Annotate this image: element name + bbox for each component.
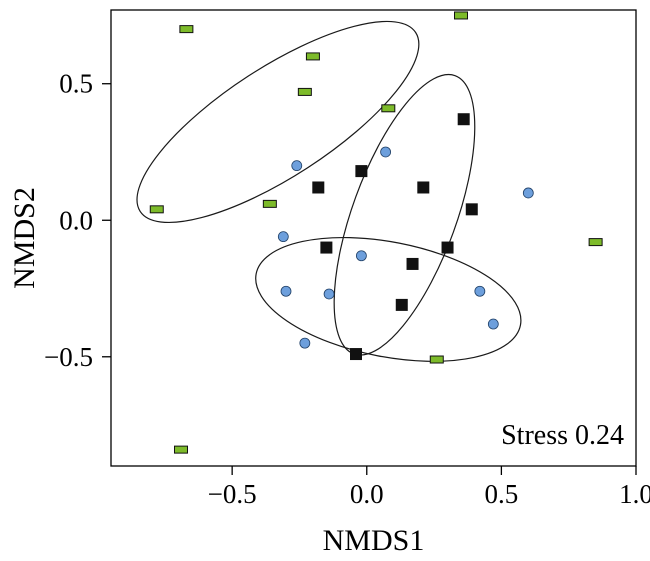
point-circle-1 (291, 160, 303, 172)
point-square-5 (465, 203, 478, 216)
point-rect-horizontal-6 (149, 205, 164, 214)
plot-frame (110, 9, 637, 467)
x-tick-label: 0.0 (350, 479, 384, 509)
point-circle-6 (280, 285, 292, 297)
x-tick-label: 0.5 (485, 479, 519, 509)
x-axis-title: NMDS1 (323, 524, 425, 557)
point-circle-7 (323, 288, 335, 300)
point-square-7 (441, 241, 454, 254)
point-rect-horizontal-8 (588, 238, 603, 247)
point-circle-2 (380, 146, 392, 158)
group-ellipse-1 (136, 20, 420, 224)
point-circle-8 (474, 285, 486, 297)
stress-annotation: Stress 0.24 (501, 420, 624, 451)
x-axis: −0.5 0.0 0.5 1.0 (208, 466, 650, 509)
point-circle-9 (487, 318, 499, 330)
point-square-8 (406, 257, 419, 270)
point-rect-horizontal-1 (179, 25, 194, 34)
point-rect-horizontal-3 (305, 52, 320, 61)
point-circle-5 (355, 250, 367, 262)
point-rect-horizontal-7 (262, 199, 277, 208)
point-square-4 (417, 181, 430, 194)
y-tick-label: −0.5 (44, 342, 93, 372)
point-circle-4 (277, 231, 289, 243)
point-rect-horizontal-9 (429, 355, 444, 364)
point-circle-10 (299, 337, 311, 349)
y-axis-title: NMDS2 (8, 187, 41, 289)
points-layer (149, 11, 603, 454)
point-square-3 (312, 181, 325, 194)
x-tick-label: 1.0 (619, 479, 650, 509)
point-rect-horizontal-2 (454, 11, 468, 20)
point-rect-horizontal-10 (174, 445, 188, 454)
point-square-6 (320, 241, 333, 254)
group-ellipse-3 (255, 236, 522, 362)
point-square-2 (355, 165, 368, 178)
point-rect-horizontal-4 (297, 87, 312, 96)
point-square-1 (457, 113, 470, 126)
ellipse-layer (136, 20, 522, 362)
y-tick-label: 0.0 (59, 205, 93, 235)
y-tick-label: 0.5 (59, 69, 93, 99)
point-square-10 (350, 348, 362, 361)
y-axis: −0.5 0.0 0.5 (44, 69, 111, 372)
point-rect-horizontal-5 (381, 104, 396, 113)
point-circle-3 (522, 187, 534, 199)
point-square-9 (395, 298, 408, 311)
x-tick-label: −0.5 (208, 479, 257, 509)
